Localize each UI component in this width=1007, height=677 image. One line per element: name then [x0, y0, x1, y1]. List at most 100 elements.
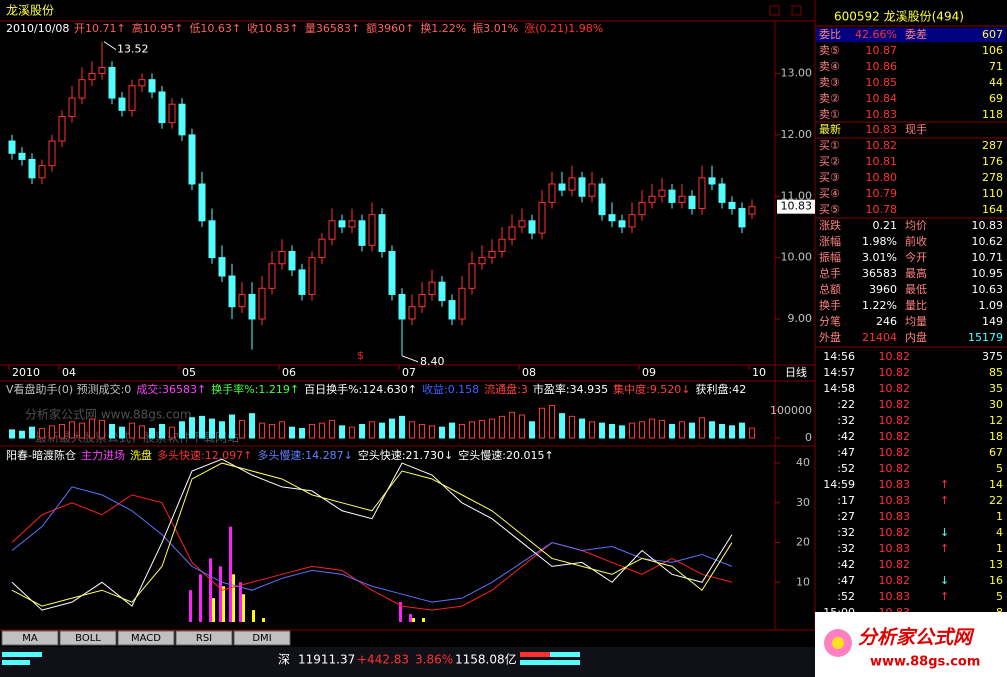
volume-bar: [469, 421, 475, 439]
quote-value: 149: [982, 315, 1003, 328]
tick-arrow: ↑: [940, 590, 949, 603]
tab[interactable]: [117, 630, 175, 646]
quote-value: 3960: [869, 283, 897, 296]
quote-label: 涨幅: [819, 235, 841, 248]
tick-price: 10.82: [879, 526, 911, 539]
tick-price: 10.82: [879, 574, 911, 587]
status-graphic: [2, 660, 30, 665]
volume-bar: [109, 423, 115, 439]
tick-arrow: ↑: [940, 542, 949, 555]
tick-price: 10.83: [879, 542, 911, 555]
indicator-line: [11, 494, 733, 611]
candle-body: [138, 79, 146, 87]
quote-label: 卖⑤: [819, 44, 840, 57]
quote-value: 10.71: [972, 251, 1004, 264]
panel-header: 换手率%:1.219↑: [211, 382, 299, 396]
candle-body: [748, 206, 756, 215]
panel-header: 多头快速:12.097↑: [157, 448, 252, 462]
candle-body: [148, 79, 156, 93]
candle-body: [408, 306, 416, 320]
volume-bar: [599, 422, 605, 439]
title-bar: [0, 0, 815, 21]
volume-bar: [739, 422, 745, 439]
candle-body: [188, 134, 196, 185]
indicator-line: [11, 458, 733, 611]
panel-header: 空头快速:21.730↓: [358, 448, 453, 462]
volume-bar: [689, 422, 695, 439]
volume-bar: [699, 417, 705, 439]
candle-body: [168, 103, 176, 124]
candle-body: [438, 281, 446, 302]
quote-label: 前收: [905, 234, 927, 248]
tick-arrow: ↑: [940, 478, 949, 491]
candle-body: [268, 263, 276, 289]
volume-bar: [349, 426, 355, 439]
volume-bar: [509, 411, 515, 439]
quote-label: 最新: [819, 122, 841, 136]
volume-bar: [439, 426, 445, 439]
quote-value: 15179: [968, 331, 1003, 344]
panel-header: 集中度:9.520↓: [613, 382, 690, 396]
tab[interactable]: [233, 630, 291, 646]
quote-label: 量比: [905, 299, 927, 312]
marker: $: [357, 349, 364, 362]
indicator-bar: [239, 582, 242, 622]
candle-body: [448, 300, 456, 320]
candle-body: [418, 293, 426, 308]
logo-name: 分析家公式网: [858, 627, 975, 649]
indicator-bar: [212, 598, 215, 622]
panel-header: 百日换手%:124.630↑: [304, 382, 417, 396]
tick-time: :47: [837, 446, 855, 459]
candle-body: [688, 195, 696, 210]
tab[interactable]: [1, 630, 59, 646]
candle-body: [538, 201, 546, 234]
tab[interactable]: [59, 630, 117, 646]
candle-body: [738, 208, 746, 228]
quote-value: 71: [989, 60, 1003, 73]
volume-bar: [629, 422, 635, 439]
volume-bar: [99, 419, 105, 439]
quote-header: 600592 龙溪股份(494): [834, 10, 964, 24]
volume-bar: [189, 417, 195, 439]
market: 深: [278, 653, 290, 667]
candle-body: [528, 220, 536, 234]
quote-value: 278: [982, 171, 1003, 184]
info-item: 开10.71↑: [74, 22, 126, 35]
logo-url: www.88gs.com: [870, 655, 980, 670]
candle-body: [358, 220, 366, 246]
quote-value: 69: [989, 92, 1003, 105]
volume-bar: [649, 418, 655, 439]
candle-body: [328, 220, 336, 240]
candle-body: [288, 250, 296, 271]
indicator-bar: [409, 614, 412, 622]
volume-bar: [179, 421, 185, 439]
tick-volume: 18: [989, 430, 1003, 443]
tick-volume: 12: [989, 414, 1003, 427]
tick-time: :17: [837, 494, 855, 507]
quote-label: 今开: [905, 250, 927, 264]
quote-value: 10.86: [866, 60, 898, 73]
watermark: 最新最大股票公式，股票软件下载网站: [35, 430, 239, 445]
candle-body: [258, 287, 266, 320]
volume-bar: [339, 425, 345, 439]
candle-body: [428, 281, 436, 295]
window-button[interactable]: [791, 5, 802, 16]
window-button[interactable]: [769, 5, 780, 16]
tick-arrow: ↓: [940, 526, 949, 539]
quote-value: 10.87: [866, 44, 898, 57]
volume-bar: [19, 430, 25, 439]
tab[interactable]: [175, 630, 233, 646]
candle-body: [108, 66, 116, 99]
tick-time: :47: [837, 574, 855, 587]
x-tick-label: 2010: [12, 366, 40, 379]
candle-body: [608, 214, 616, 222]
tick-price: 10.83: [879, 494, 911, 507]
candle-body: [628, 214, 636, 228]
y-tick-label: 100000: [770, 404, 812, 417]
tick-time: :32: [837, 526, 855, 539]
quote-label: 委比: [819, 28, 841, 41]
last-price-box: [777, 199, 815, 214]
candle-body: [698, 177, 706, 210]
candle-body: [518, 220, 526, 228]
